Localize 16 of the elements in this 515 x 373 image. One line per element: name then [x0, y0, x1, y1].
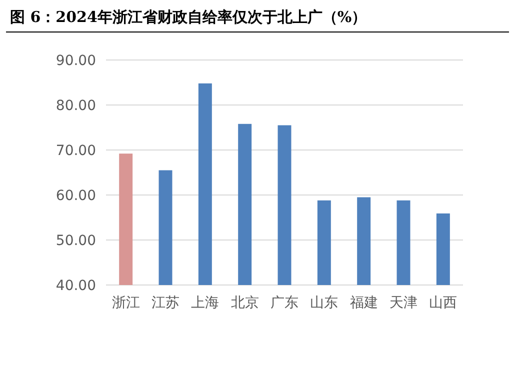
x-tick-label: 广东 [270, 295, 298, 311]
y-tick-label: 40.00 [56, 278, 96, 294]
y-tick-label: 90.00 [56, 53, 96, 69]
y-tick-label: 50.00 [56, 233, 96, 249]
y-tick-label: 80.00 [56, 98, 96, 114]
x-tick-label: 山东 [310, 295, 338, 311]
chart-title: 图 6：2024年浙江省财政自给率仅次于北上广（%） [10, 8, 367, 26]
x-tick-label: 福建 [350, 295, 378, 311]
y-tick-label: 60.00 [56, 188, 96, 204]
x-tick-label: 山西 [429, 295, 458, 311]
x-tick-label: 上海 [191, 295, 220, 311]
x-tick-label: 天津 [390, 295, 418, 311]
x-tick-label: 北京 [230, 295, 259, 311]
x-tick-label: 江苏 [152, 295, 180, 311]
y-tick-label: 70.00 [56, 143, 96, 159]
x-tick-label: 浙江 [112, 295, 140, 311]
